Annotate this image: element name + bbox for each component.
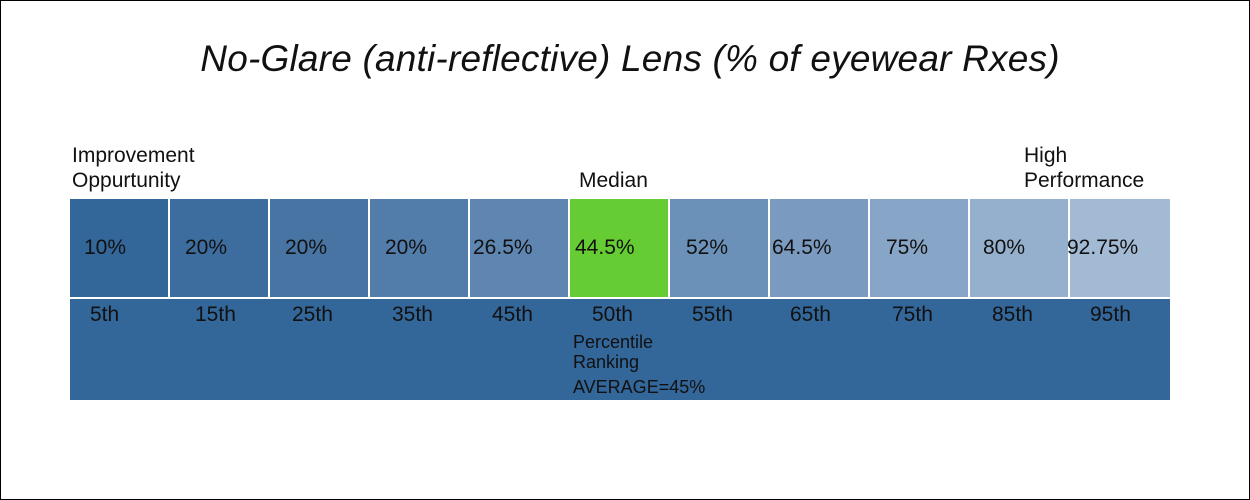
- cell-value-label: 26.5%: [473, 236, 533, 259]
- median-label: Median: [579, 169, 648, 192]
- band-text-percentile: Percentile: [573, 332, 654, 352]
- value-cell-50th: 44.5%: [570, 199, 670, 297]
- value-cell-45th: 26.5%: [470, 199, 570, 297]
- value-cell-75th: 75%: [870, 199, 970, 297]
- percentile-label-50th: 50th: [592, 303, 633, 326]
- improvement-opportunity-label: Improvement Oppurtunity: [72, 143, 252, 193]
- cell-value-label: 10%: [84, 236, 127, 259]
- cell-value-label: 20%: [385, 236, 428, 259]
- percentile-ranking-band: [70, 299, 1170, 400]
- percentile-label-35th: 35th: [392, 303, 433, 326]
- cell-value-label: 80%: [983, 236, 1026, 259]
- band-text-ranking: Ranking: [573, 352, 640, 372]
- value-cell-85th: 80%: [970, 199, 1070, 297]
- percentile-label-25th: 25th: [292, 303, 333, 326]
- percentile-label-45th: 45th: [492, 303, 533, 326]
- cell-value-label: 64.5%: [772, 236, 832, 259]
- percentile-label-75th: 75th: [892, 303, 933, 326]
- high-performance-label-line1: High: [1024, 144, 1068, 167]
- cell-value-label: 20%: [285, 236, 328, 259]
- chart-title: No-Glare (anti-reflective) Lens (% of ey…: [200, 38, 1060, 79]
- cell-value-label: 75%: [886, 236, 929, 259]
- cell-value-label: 52%: [686, 236, 729, 259]
- percentile-label-65th: 65th: [790, 303, 831, 326]
- high-performance-label-line2: Performance: [1024, 169, 1145, 192]
- improvement-label-line2: Oppurtunity: [72, 169, 181, 192]
- percentile-label-95th: 95th: [1090, 303, 1131, 326]
- improvement-label-line1: Improvement: [72, 144, 195, 167]
- value-cell-55th: 52%: [670, 199, 770, 297]
- cell-value-label: 92.75%: [1067, 236, 1139, 259]
- percentile-label-15th: 15th: [195, 303, 236, 326]
- cell-value-label: 20%: [185, 236, 228, 259]
- band-text-average: AVERAGE=45%: [573, 377, 706, 397]
- value-cell-95th: 92.75%: [1067, 199, 1170, 297]
- percentile-value-cells: 10% 20% 20% 20% 26.5% 44.5% 52% 64.5% 75% 80% 92.7…: [70, 199, 1170, 297]
- cell-value-label: 44.5%: [575, 236, 635, 259]
- value-cell-15th: 20%: [170, 199, 270, 297]
- percentile-label-85th: 85th: [992, 303, 1033, 326]
- value-cell-25th: 20%: [270, 199, 370, 297]
- high-performance-label: High Performance: [1024, 143, 1174, 193]
- value-cell-35th: 20%: [370, 199, 470, 297]
- value-cell-5th: 10%: [70, 199, 170, 297]
- percentile-label-5th: 5th: [90, 303, 120, 326]
- value-cell-65th: 64.5%: [770, 199, 870, 297]
- percentile-label-55th: 55th: [692, 303, 733, 326]
